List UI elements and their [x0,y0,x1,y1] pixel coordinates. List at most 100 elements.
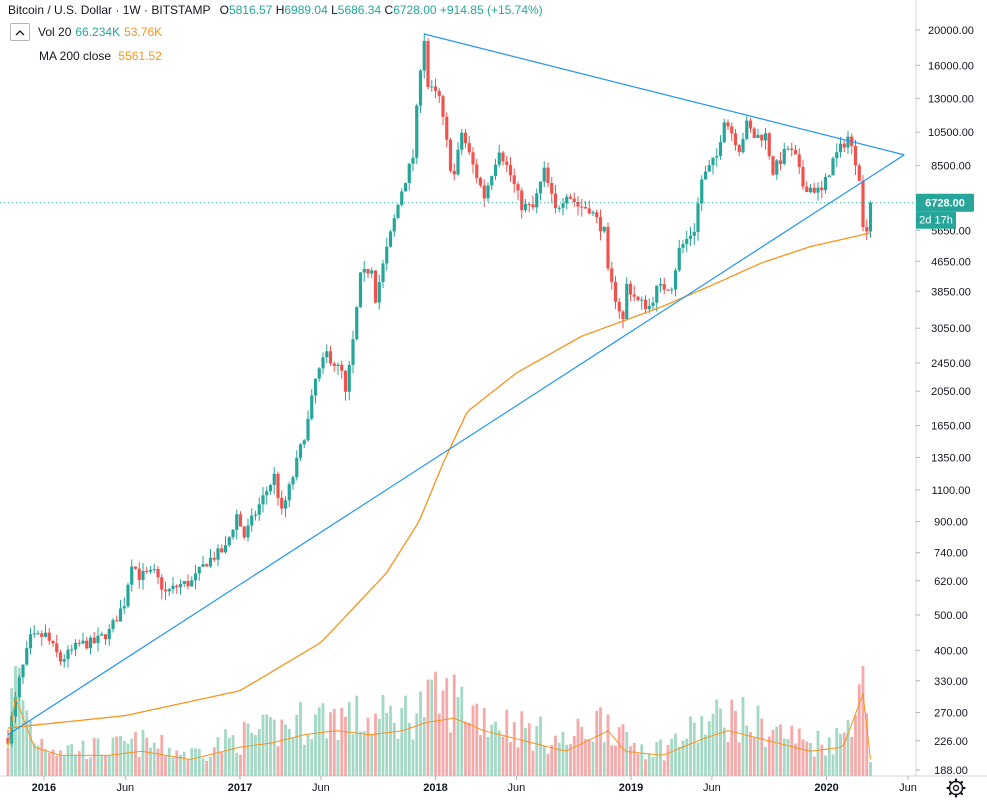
candle-body [418,70,423,106]
change-value: +914.85 (+15.74%) [439,3,543,17]
candle-body [580,206,584,208]
volume-bar [362,731,366,776]
candle-body [595,212,599,218]
candle-body [808,187,813,193]
candle-body [767,133,771,157]
candle-body [445,116,449,140]
candle-body [130,566,134,585]
candle-body [66,649,70,660]
volume-bar [441,690,445,776]
volume-bar [250,732,254,776]
volume-bar [749,732,752,776]
candle-body [718,142,723,157]
candle-body [730,126,734,134]
y-tick-label: 1350.00 [931,452,971,464]
candle-body [662,283,666,290]
candle-body [853,145,858,166]
candle-body [47,632,51,641]
volume-bar [336,739,340,776]
candle-body [298,444,303,458]
volume-bar [726,742,730,776]
volume-bar [400,708,404,776]
volume-bar [614,745,617,776]
volume-bar [554,735,557,776]
volume-bar [81,740,85,776]
volume-bar [704,734,707,776]
volume-bar [149,747,152,776]
ma-label[interactable]: MA 200 close [39,49,112,63]
countdown-label: 2d 17h [919,215,953,227]
volume-bar [389,705,392,776]
candle-body [857,165,861,181]
volume-bar [291,737,295,776]
volume-bar [741,697,745,776]
volume-bar [74,754,77,776]
volume-ma-line [7,693,871,760]
volume-bar [152,742,156,776]
volume-bar [419,691,422,776]
candle-body [835,152,839,159]
volume-bar [205,760,209,776]
candle-body [726,122,730,127]
y-tick-label: 400.00 [934,645,968,657]
volume-bar [636,753,640,776]
collapse-legend-button[interactable] [10,23,30,41]
candle-body [606,226,610,269]
candle-body [137,568,141,580]
candle-body [381,263,385,282]
volume-bar [805,741,809,776]
volume-bar [535,725,539,776]
high-label: H [275,3,285,17]
candle-body [842,143,846,148]
volume-bar [839,733,842,776]
candle-body [666,289,670,291]
volume-bar [850,736,854,776]
candle-body [96,635,100,644]
symbol-title[interactable]: Bitcoin / U.S. Dollar · 1W · BITSTAMP [8,3,211,17]
candle-body [475,164,479,178]
volume-bar [17,667,21,776]
candle-body [748,120,753,129]
volume-bar [332,708,336,776]
candle-body [448,139,453,171]
candle-body [291,477,295,485]
candle-body [310,395,314,419]
y-tick-label: 13000.00 [928,93,974,105]
volume-bar [625,731,629,776]
volume-bar [265,714,269,776]
volume-bar [861,666,865,776]
candle-body [238,514,243,527]
candle-body [861,180,865,228]
volume-label[interactable]: Vol 20 [38,25,72,39]
candle-body [816,187,820,193]
volume-bar [846,719,850,776]
candle-body [467,143,471,153]
y-tick-label: 1650.00 [931,421,971,433]
volume-bar [681,740,685,776]
volume-bar [404,695,407,776]
ma200-line [7,232,871,729]
volume-bar [231,735,235,776]
settings-gear-icon[interactable] [946,778,966,798]
volume-bar [445,678,449,776]
volume-bar [550,744,554,776]
candle-body [531,204,535,208]
volume-bar [317,707,321,776]
candle-body [572,198,576,202]
candle-body [460,132,464,150]
volume-bar [486,736,490,776]
volume-bar [179,754,182,776]
candle-body [257,504,261,515]
candle-body [111,620,115,629]
y-tick-label: 20000.00 [928,25,974,37]
volume-bar [377,718,381,776]
candle-body [385,246,389,264]
volume-bar [254,734,257,776]
volume-bar [344,716,347,776]
volume-bar [381,694,385,776]
volume-bar [29,720,32,776]
candle-body [823,176,828,191]
volume-bar [227,737,231,776]
volume-bar [96,738,100,776]
